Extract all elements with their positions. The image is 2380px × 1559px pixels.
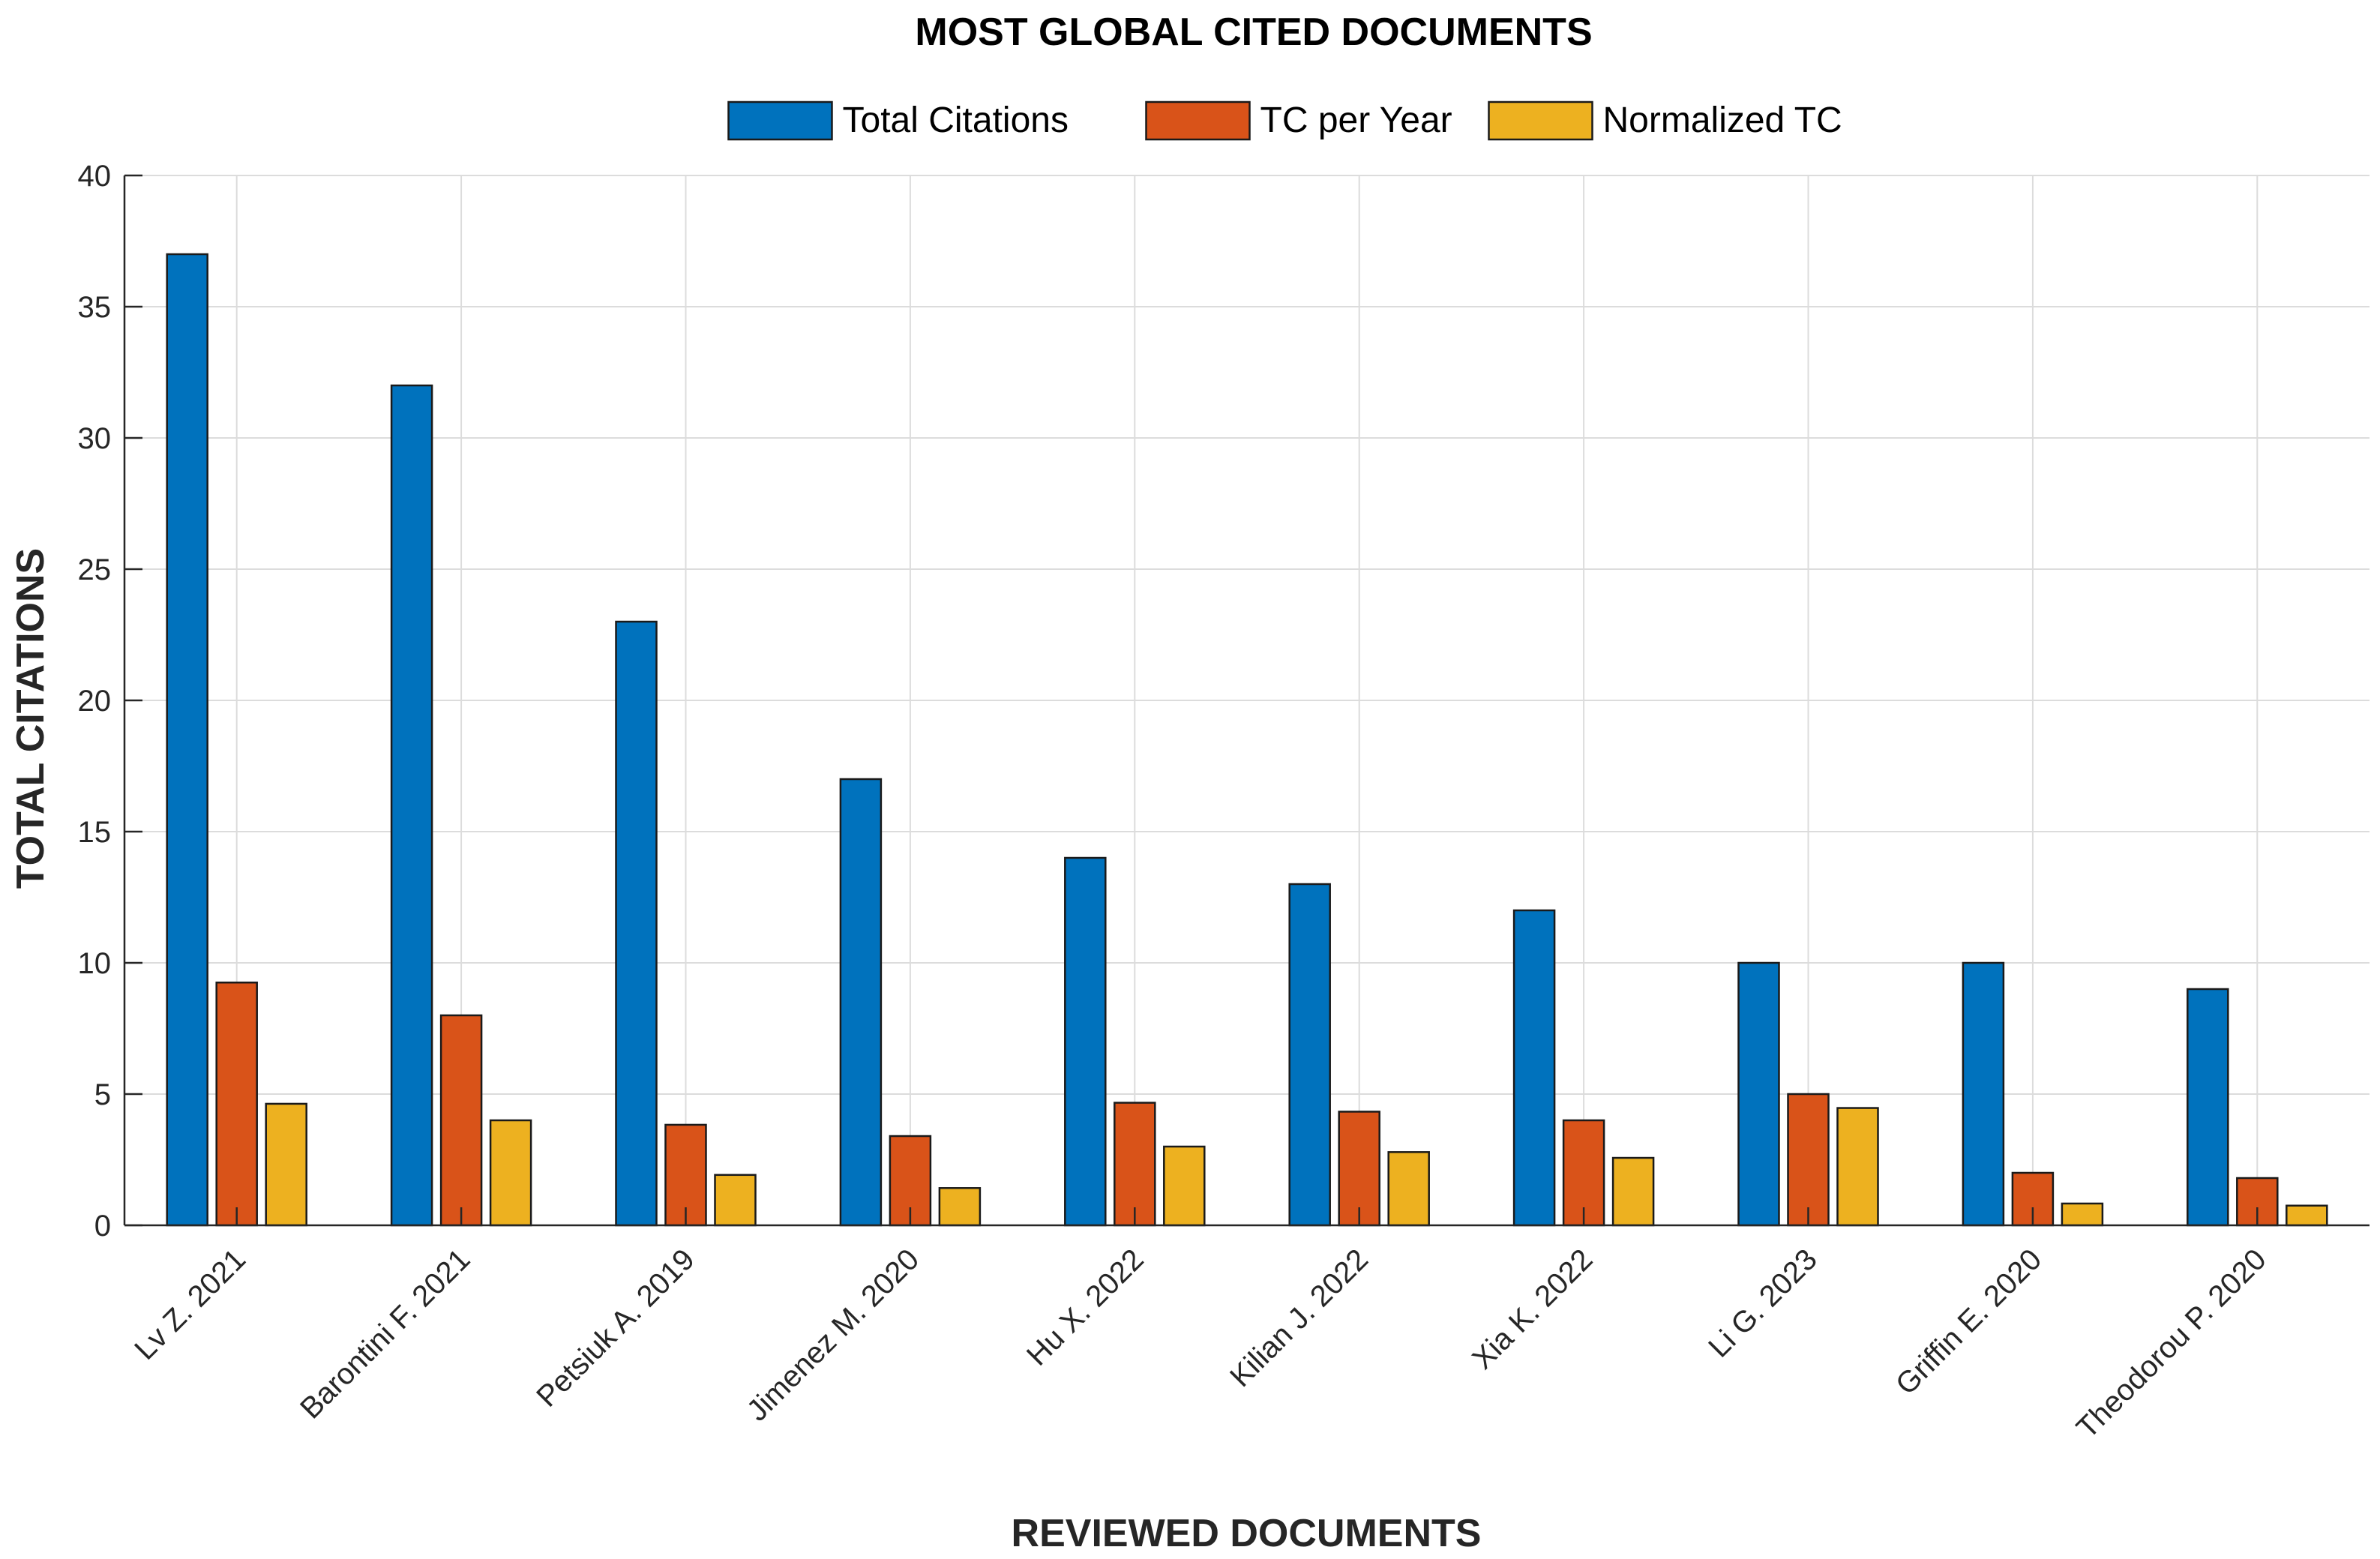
bar-normalized-tc <box>2061 1202 2104 1227</box>
chart-title: MOST GLOBAL CITED DOCUMENTS <box>915 10 1592 54</box>
bar-tc-per-year <box>215 982 258 1227</box>
legend-label: TC per Year <box>1260 100 1452 140</box>
bar-tc-per-year <box>1114 1102 1156 1227</box>
y-tick-label: 10 <box>78 947 112 980</box>
bar-normalized-tc <box>1163 1145 1206 1227</box>
y-tick-label: 30 <box>78 422 112 455</box>
bar-total-citations <box>2187 988 2229 1227</box>
bar-normalized-tc <box>1836 1107 1879 1227</box>
bar-total-citations <box>166 253 208 1227</box>
axes <box>123 174 2370 1227</box>
legend-swatch <box>1488 100 1593 141</box>
bar-normalized-tc <box>2286 1204 2328 1227</box>
y-tick-labels: 0 5 10 15 20 25 30 35 40 <box>78 160 112 1243</box>
bar-normalized-tc <box>1611 1156 1655 1227</box>
grid-lines <box>124 175 2370 1225</box>
x-axis-title: REVIEWED DOCUMENTS <box>1012 1512 1482 1555</box>
legend-label: Total Citations <box>843 100 1069 140</box>
legend: Total Citations TC per Year Normalized TC <box>727 100 1842 141</box>
legend-swatch <box>1145 100 1251 141</box>
bar-total-citations <box>1737 961 1780 1227</box>
y-tick-label: 0 <box>94 1210 111 1243</box>
bar-tc-per-year <box>1338 1111 1380 1227</box>
bar-total-citations <box>839 778 883 1227</box>
bar-tc-per-year <box>439 1014 483 1227</box>
bar-normalized-tc <box>265 1102 307 1227</box>
bar-normalized-tc <box>489 1119 532 1227</box>
bar-total-citations <box>1512 909 1556 1227</box>
bar-total-citations <box>1064 856 1107 1227</box>
bar-tc-per-year <box>1787 1093 1830 1227</box>
legend-label: Normalized TC <box>1603 100 1842 140</box>
legend-swatch <box>727 100 833 141</box>
y-tick-label: 25 <box>78 553 112 586</box>
bar-total-citations <box>1288 883 1331 1227</box>
y-tick-label: 15 <box>78 816 112 849</box>
bar-normalized-tc <box>938 1187 982 1227</box>
bar-total-citations <box>615 620 658 1227</box>
y-tick-label: 20 <box>78 685 112 718</box>
bars <box>166 253 2328 1227</box>
y-tick-label: 35 <box>78 291 112 324</box>
bar-total-citations <box>390 384 433 1227</box>
bar-normalized-tc <box>1387 1151 1430 1227</box>
y-tick-label: 5 <box>94 1078 111 1111</box>
y-axis-title: TOTAL CITATIONS <box>9 548 52 889</box>
bar-normalized-tc <box>714 1174 757 1227</box>
y-tick-label: 40 <box>78 160 112 193</box>
bar-total-citations <box>1962 961 2005 1227</box>
